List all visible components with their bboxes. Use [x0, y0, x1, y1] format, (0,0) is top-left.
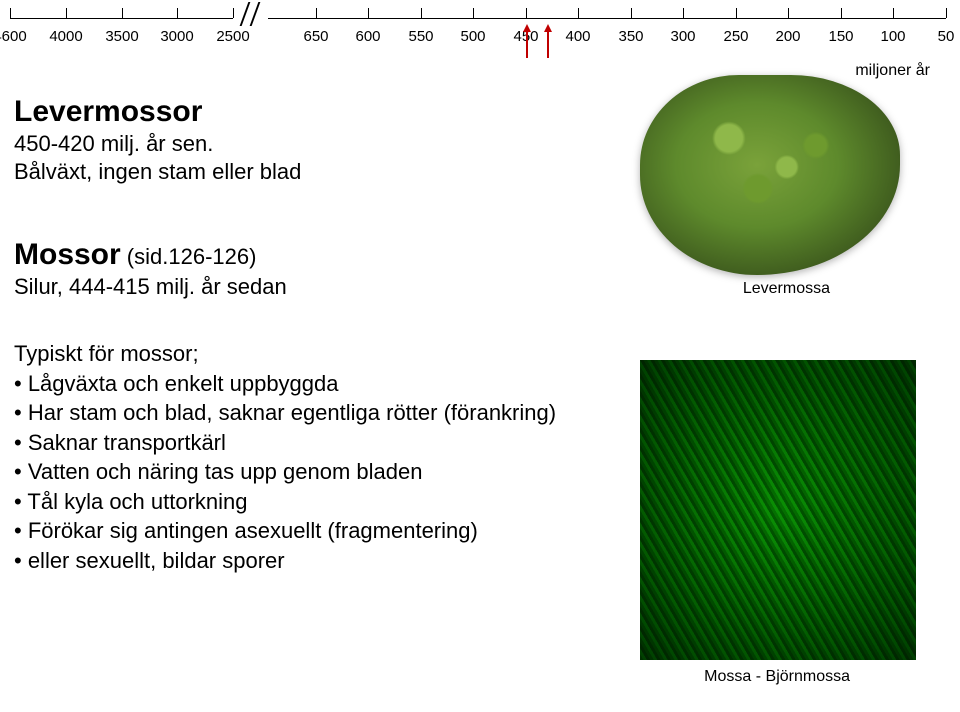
section2-title: Mossor (sid.126-126) — [14, 238, 614, 272]
section2-line1: Silur, 444-415 milj. år sedan — [14, 274, 614, 300]
section2-title-text: Mossor — [14, 238, 121, 271]
timeline-tick — [177, 8, 178, 18]
bullet-item: • Har stam och blad, saknar egentliga rö… — [14, 399, 614, 427]
section1-title: Levermossor — [14, 95, 614, 129]
timeline-tick — [233, 8, 234, 18]
timeline-tick-label: 100 — [880, 28, 905, 45]
main-content: Levermossor 450-420 milj. år sen. Bålväx… — [14, 95, 614, 574]
timeline-tick-label: 50 — [938, 28, 955, 45]
timeline-tick — [368, 8, 369, 18]
timeline-axis-right — [268, 18, 946, 19]
timeline-tick — [683, 8, 684, 18]
timeline-tick — [736, 8, 737, 18]
timeline-tick-label: 3500 — [105, 28, 138, 45]
timeline-tick — [66, 8, 67, 18]
bullet-item: • eller sexuellt, bildar sporer — [14, 547, 614, 575]
marker-arrow-icon — [547, 30, 549, 58]
marker-arrow-icon — [526, 30, 528, 58]
timeline-tick-label: 350 — [618, 28, 643, 45]
figure-levermossa-caption: Levermossa — [743, 280, 830, 298]
section1-line2: Bålväxt, ingen stam eller blad — [14, 159, 614, 185]
timeline-tick-label: 300 — [670, 28, 695, 45]
timeline-tick — [631, 8, 632, 18]
timeline-tick-label: 250 — [723, 28, 748, 45]
timeline-tick — [841, 8, 842, 18]
timeline-tick — [893, 8, 894, 18]
levermossa-image — [640, 75, 900, 275]
timeline-tick — [473, 8, 474, 18]
section3-intro: Typiskt för mossor; — [14, 340, 614, 368]
timeline-tick — [788, 8, 789, 18]
timeline-tick — [122, 8, 123, 18]
bullet-item: • Saknar transportkärl — [14, 429, 614, 457]
section3: Typiskt för mossor; • Lågväxta och enkel… — [14, 340, 614, 574]
timeline-tick-label: 550 — [408, 28, 433, 45]
bullet-item: • Vatten och näring tas upp genom bladen — [14, 458, 614, 486]
timeline-tick — [946, 8, 947, 18]
figure-bjornmossa-caption: Mossa - Björnmossa — [704, 668, 850, 686]
timeline-tick — [10, 8, 11, 18]
timeline-tick — [316, 8, 317, 18]
timeline-break-icon — [240, 2, 262, 30]
bullet-item: • Förökar sig antingen asexuellt (fragme… — [14, 517, 614, 545]
timeline-tick-label: 3000 — [160, 28, 193, 45]
timeline-tick-label: 500 — [460, 28, 485, 45]
timeline-tick-label: 4600 — [0, 28, 27, 45]
bullet-item: • Lågväxta och enkelt uppbyggda — [14, 370, 614, 398]
timeline-axis-left — [10, 18, 233, 19]
figure-levermossa — [640, 75, 900, 275]
timeline-tick — [526, 8, 527, 18]
timeline-tick-label: 600 — [355, 28, 380, 45]
bullet-list: • Lågväxta och enkelt uppbyggda• Har sta… — [14, 370, 614, 575]
timeline-tick-label: 2500 — [216, 28, 249, 45]
section2: Mossor (sid.126-126) Silur, 444-415 milj… — [14, 238, 614, 300]
figure-bjornmossa — [640, 360, 916, 660]
bjornmossa-image — [640, 360, 916, 660]
timeline-tick-label: 150 — [828, 28, 853, 45]
timeline-tick-label: 200 — [775, 28, 800, 45]
bullet-item: • Tål kyla och uttorkning — [14, 488, 614, 516]
timeline-tick-label: 650 — [303, 28, 328, 45]
timeline-tick-label: 400 — [565, 28, 590, 45]
timeline: 4600400035003000250065060055050045040035… — [0, 0, 960, 60]
timeline-tick-label: 4000 — [49, 28, 82, 45]
section1-line1: 450-420 milj. år sen. — [14, 131, 614, 157]
timeline-tick — [421, 8, 422, 18]
timeline-tick — [578, 8, 579, 18]
section2-title-suffix: (sid.126-126) — [121, 244, 257, 269]
